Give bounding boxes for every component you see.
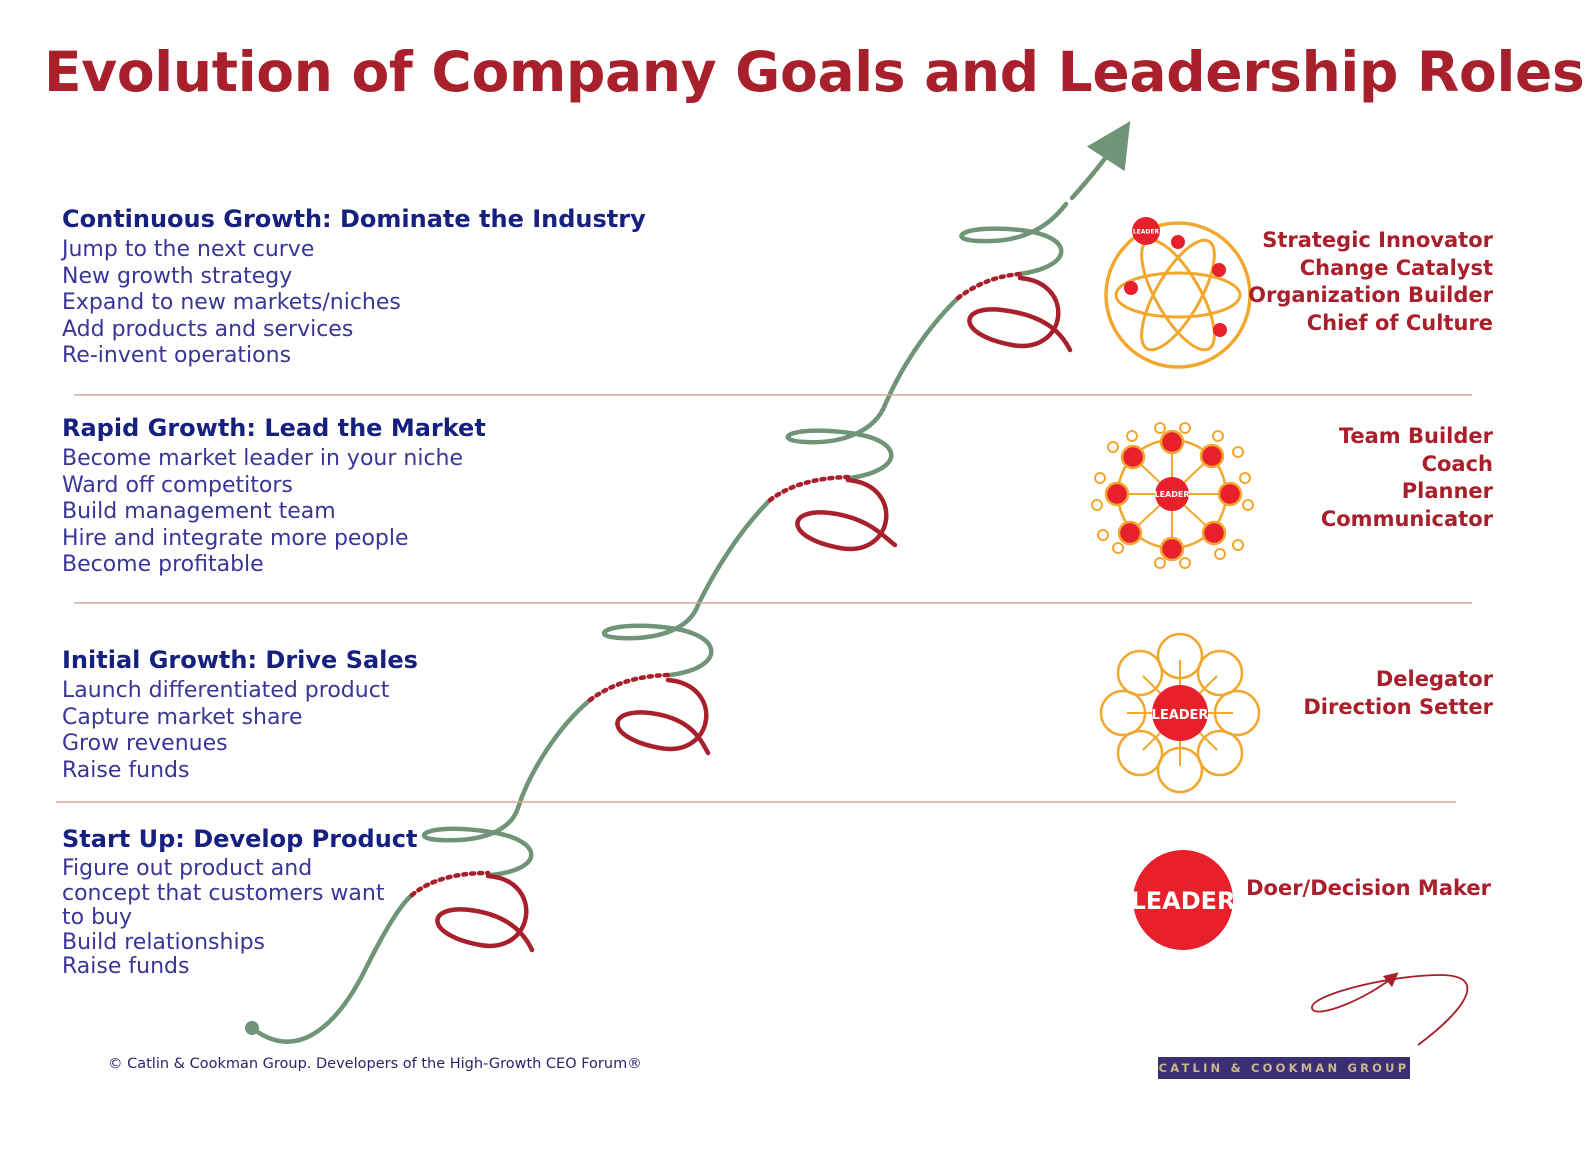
role-label: Chief of Culture [1306, 310, 1493, 335]
atom-leader-icon [1104, 217, 1252, 369]
flower-leader-label: LEADER [1152, 708, 1209, 723]
goal-item: Ward off competitors [62, 472, 293, 498]
stage-continuous-growth: Continuous Growth: Dominate the Industry… [62, 205, 646, 370]
brand-logo-bar: CATLIN & COOKMAN GROUP [1158, 1057, 1410, 1079]
stage-heading: Rapid Growth: Lead the Market [62, 414, 486, 442]
brand-swoosh-icon [1311, 972, 1469, 1046]
goal-item: Jump to the next curve [62, 237, 315, 262]
role-label: Organization Builder [1248, 283, 1493, 307]
goal-item: Re-invent operations [62, 343, 292, 368]
goal-item: Grow revenues [62, 731, 228, 756]
growth-curve [245, 121, 1131, 1044]
role-label: Communicator [1320, 506, 1493, 531]
network-leader-label: LEADER [1154, 490, 1189, 499]
role-label: Planner [1401, 479, 1493, 503]
goal-item: Become profitable [62, 552, 264, 577]
stage-goal-list: Launch differentiated product Capture ma… [62, 678, 418, 784]
role-label: Delegator [1375, 667, 1493, 691]
network-leader-icon [1091, 422, 1254, 569]
goal-item: Capture market share [62, 704, 303, 730]
stage-start-up: Start Up: Develop Product Figure out pro… [62, 825, 418, 980]
goal-item: New growth strategy [62, 263, 293, 289]
stage-heading: Continuous Growth: Dominate the Industry [62, 205, 646, 233]
roles-start-up: Doer/Decision Maker [1246, 875, 1491, 903]
role-label: Change Catalyst [1299, 255, 1493, 280]
role-label: Coach [1421, 451, 1493, 476]
role-label: Strategic Innovator [1262, 228, 1493, 252]
stage-goal-list: Figure out product and concept that cust… [62, 856, 418, 980]
stage-goal-list: Jump to the next curve New growth strate… [62, 237, 646, 370]
roles-initial-growth: Delegator Direction Setter [1303, 666, 1493, 721]
goal-item: Figure out product and [62, 856, 313, 881]
copyright-text: © Catlin & Cookman Group. Developers of … [108, 1056, 642, 1072]
flower-leader-icon [1099, 632, 1261, 794]
goal-item: Launch differentiated product [62, 678, 390, 703]
role-label: Doer/Decision Maker [1246, 876, 1491, 900]
goal-item: Build management team [62, 499, 336, 524]
goal-item: to buy [62, 905, 133, 930]
goal-item: Add products and services [62, 316, 354, 342]
goal-item: Become market leader in your niche [62, 446, 464, 471]
atom-leader-label: LEADER [1133, 229, 1160, 236]
goal-item: Expand to new markets/niches [62, 290, 401, 315]
goal-item: Hire and integrate more people [62, 525, 409, 551]
goal-item: Raise funds [62, 757, 190, 783]
roles-continuous-growth: Strategic Innovator Change Catalyst Orga… [1248, 227, 1493, 337]
stage-heading: Initial Growth: Drive Sales [62, 646, 418, 674]
goal-item: concept that customers want [62, 880, 385, 906]
stage-goal-list: Become market leader in your niche Ward … [62, 446, 486, 579]
goal-item: Build relationships [62, 929, 265, 955]
role-label: Team Builder [1338, 424, 1493, 448]
page-title: Evolution of Company Goals and Leadershi… [44, 40, 1585, 104]
stage-initial-growth: Initial Growth: Drive Sales Launch diffe… [62, 646, 418, 784]
roles-rapid-growth: Team Builder Coach Planner Communicator [1321, 423, 1493, 533]
role-label: Direction Setter [1303, 694, 1493, 719]
solo-leader-icon [1133, 850, 1233, 950]
solo-leader-label: LEADER [1130, 887, 1235, 915]
stage-heading: Start Up: Develop Product [62, 825, 418, 853]
stage-rapid-growth: Rapid Growth: Lead the Market Become mar… [62, 414, 486, 579]
goal-item: Raise funds [62, 954, 190, 979]
red-loops [409, 271, 1073, 953]
